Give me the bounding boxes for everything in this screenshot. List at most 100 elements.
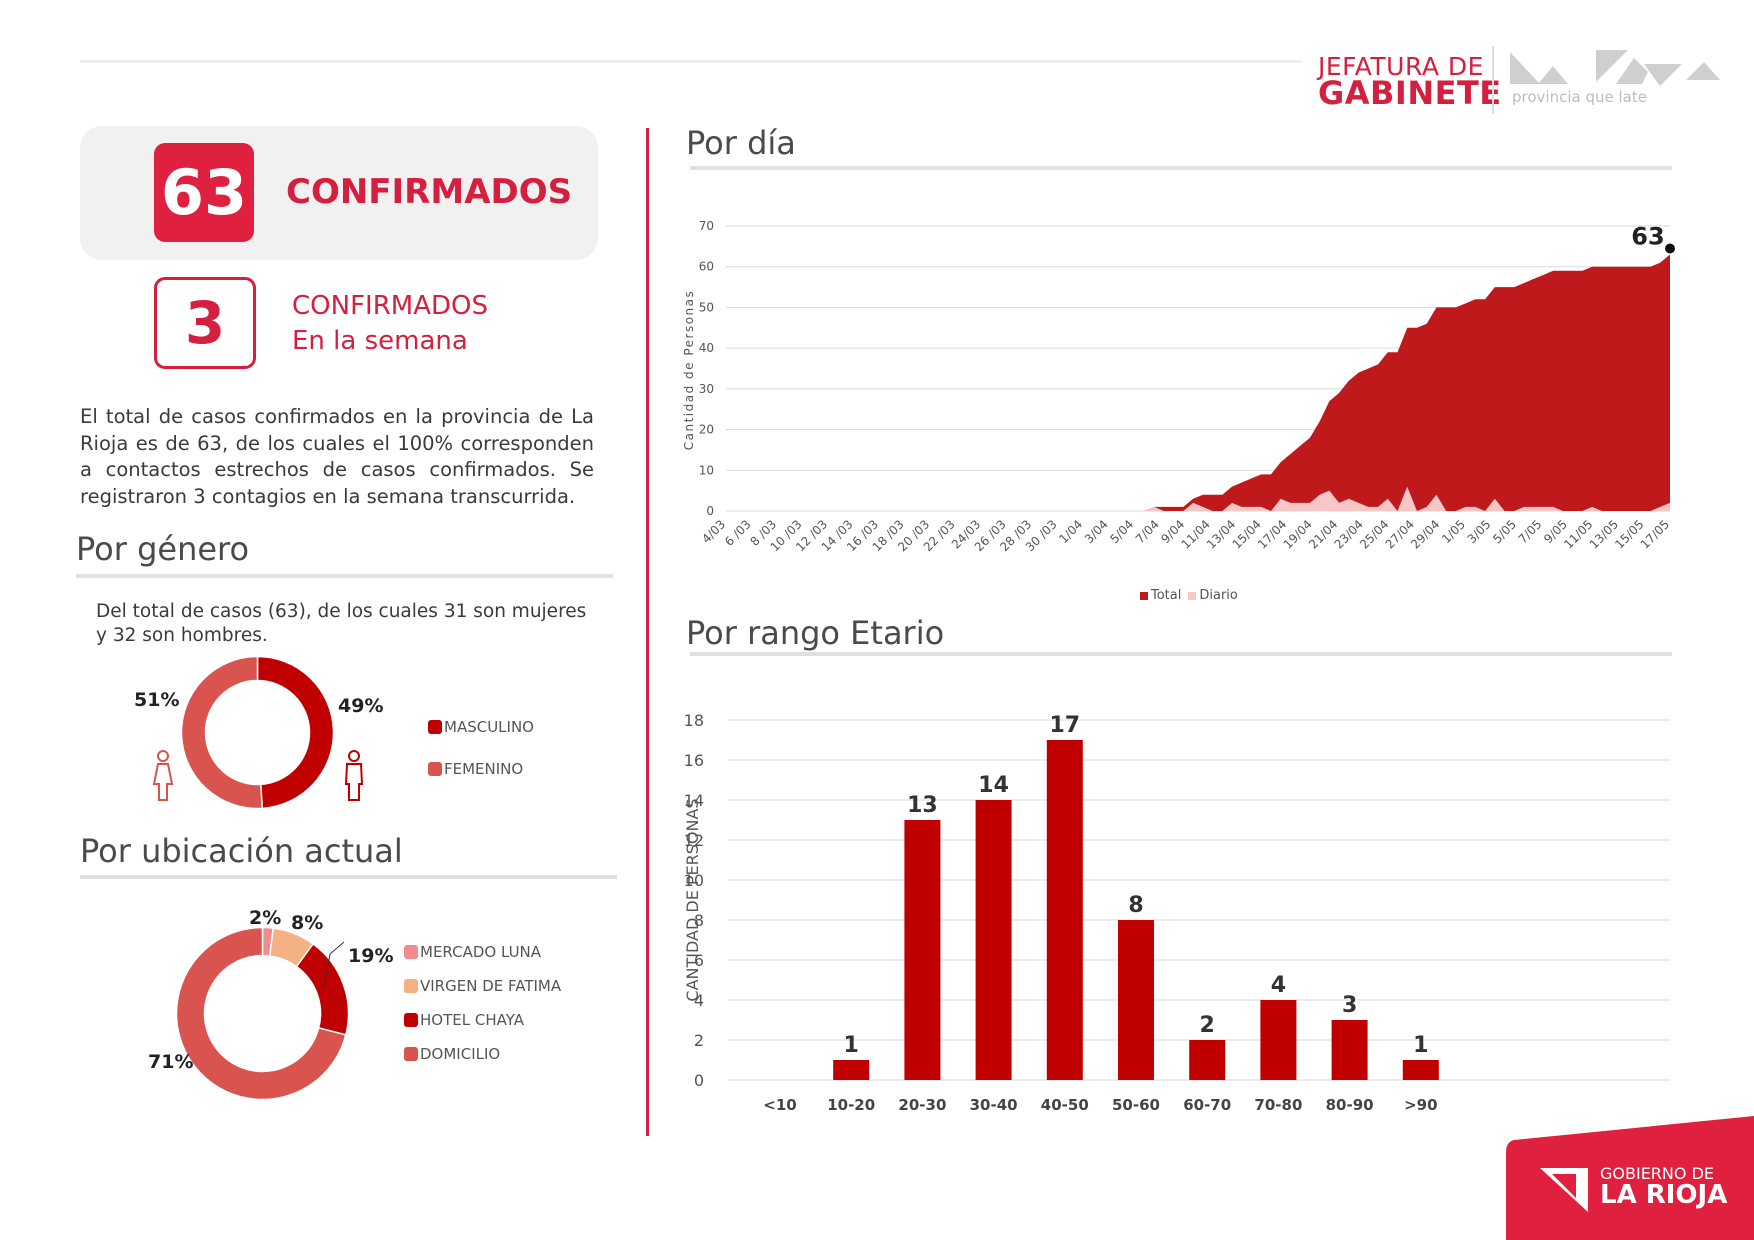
y-tick-label: 2 (694, 1031, 704, 1050)
legend-swatch (404, 1013, 418, 1027)
y-tick-label: 60 (699, 260, 714, 274)
gender-donut-chart (180, 655, 335, 810)
gender-section-divider (76, 574, 613, 578)
daily-legend: Total Diario (1140, 588, 1238, 603)
y-tick-label: 0 (694, 1071, 704, 1090)
y-tick-label: 16 (684, 751, 704, 770)
y-tick-label: 10 (699, 463, 714, 477)
x-tick-label: 80-90 (1326, 1096, 1374, 1114)
y-tick-label: 40 (699, 341, 714, 355)
total-cases-number: 63 (154, 143, 254, 242)
gender-slice-1 (180, 655, 264, 810)
legend-swatch (428, 762, 442, 776)
y-tick-label: 0 (706, 504, 714, 518)
data-label: 4 (1271, 973, 1286, 998)
location-percent-domicilio: 71% (148, 1051, 194, 1073)
org-name-line1: JEFATURA DE (1318, 52, 1484, 81)
legend-swatch-total (1140, 591, 1148, 600)
daily-section-title: Por día (686, 124, 796, 162)
data-label: 1 (844, 1033, 859, 1058)
week-cases-sublabel: En la semana (292, 326, 468, 356)
legend-swatch (404, 979, 418, 993)
gender-description: Del total de casos (63), de los cuales 3… (96, 601, 587, 646)
bar (1402, 1060, 1439, 1080)
bar (833, 1060, 870, 1080)
y-tick-label: 8 (694, 911, 704, 930)
x-tick-label: 7/04 (1133, 517, 1162, 546)
x-tick-label: 5/05 (1490, 517, 1519, 546)
y-tick-label: 14 (684, 791, 704, 810)
diario-series-area (726, 486, 1670, 511)
legend-label: MERCADO LUNA (420, 943, 542, 961)
age-section-title: Por rango Etario (686, 614, 945, 652)
x-tick-label: 6 /03 (722, 517, 754, 549)
location-section-divider (80, 875, 617, 879)
footer-band (1506, 1116, 1754, 1240)
x-tick-label: 30-40 (970, 1096, 1018, 1114)
week-cases-number: 3 (154, 277, 256, 369)
x-tick-label: 70-80 (1254, 1096, 1302, 1114)
female-person-icon (152, 750, 174, 801)
x-tick-label: 10-20 (827, 1096, 875, 1114)
legend-swatch (404, 1047, 418, 1061)
data-label: 17 (1049, 713, 1080, 738)
org-name-line2: GABINETE (1318, 74, 1502, 112)
y-tick-label: 20 (699, 423, 714, 437)
data-label: 1 (1413, 1033, 1428, 1058)
legend-label-diario: Diario (1199, 588, 1238, 603)
legend-virgen-de-fatima: VIRGEN DE FATIMA (404, 977, 561, 995)
x-tick-label: 40-50 (1041, 1096, 1089, 1114)
footer-line2: LA RIOJA (1600, 1180, 1728, 1210)
legend-swatch-diario (1188, 591, 1197, 600)
bar (1046, 740, 1083, 1080)
bar (1118, 920, 1154, 1080)
data-label: 3 (1342, 993, 1357, 1018)
location-section-title: Por ubicación actual (80, 832, 403, 870)
y-tick-label: 30 (699, 382, 714, 396)
x-tick-label: 1/05 (1439, 517, 1468, 546)
bar (1260, 1000, 1297, 1080)
x-tick-label: 20-30 (898, 1096, 946, 1114)
gobierno-logo-icon (1540, 1168, 1588, 1212)
legend-masculino: MASCULINO (428, 718, 534, 736)
femenino-percent-label: 51% (134, 689, 180, 711)
daily-y-axis-label: Cantidad de Personas (682, 290, 696, 451)
x-tick-label: 29/04 (1408, 517, 1442, 551)
data-label: 13 (907, 793, 938, 818)
data-label: 2 (1200, 1013, 1215, 1038)
y-tick-label: 18 (684, 711, 704, 730)
footer-line1: GOBIERNO DE (1600, 1164, 1714, 1183)
last-value-marker (1665, 243, 1675, 254)
callout-line (323, 941, 345, 989)
data-label: 14 (978, 773, 1009, 798)
x-tick-label: >90 (1404, 1096, 1437, 1114)
last-value-label: 63 (1631, 223, 1664, 251)
y-tick-label: 6 (694, 951, 704, 970)
location-donut-chart (175, 926, 350, 1101)
header-divider (80, 60, 1302, 63)
bar (1331, 1020, 1368, 1080)
daily-section-divider (690, 166, 1672, 170)
x-tick-label: 17/05 (1638, 517, 1672, 551)
x-tick-label: 3/05 (1465, 517, 1494, 546)
total-series-area (726, 254, 1670, 511)
legend-label: DOMICILIO (420, 1045, 501, 1063)
y-tick-label: 12 (684, 831, 704, 850)
legend-label: MASCULINO (444, 718, 534, 736)
legend-domicilio: DOMICILIO (404, 1045, 500, 1063)
x-tick-label: <10 (763, 1096, 796, 1114)
legend-label: HOTEL CHAYA (420, 1011, 524, 1029)
y-tick-label: 10 (684, 871, 704, 890)
legend-swatch (428, 720, 442, 734)
x-tick-label: 7/05 (1516, 517, 1545, 546)
x-tick-label: 1/04 (1056, 517, 1085, 546)
location-percent-virgen: 8% (291, 912, 324, 934)
logo-separator (1492, 46, 1494, 114)
age-section-divider (690, 652, 1672, 656)
legend-mercado-luna: MERCADO LUNA (404, 943, 541, 961)
legend-label: FEMENINO (444, 760, 524, 778)
x-tick-label: 3/04 (1082, 517, 1111, 546)
bar (1189, 1040, 1226, 1080)
legend-label: VIRGEN DE FATIMA (420, 977, 562, 995)
